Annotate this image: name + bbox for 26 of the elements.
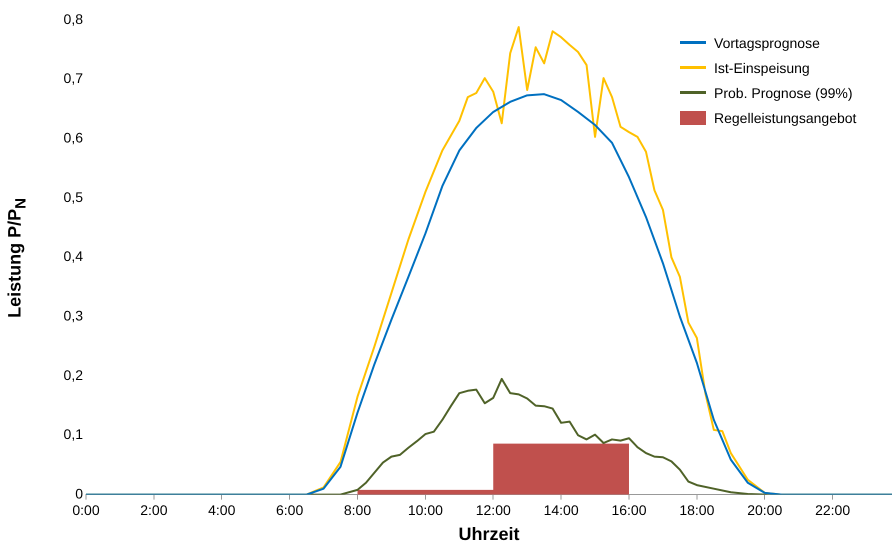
x-tick-label: 20:00 bbox=[747, 502, 782, 518]
y-tick-label: 0,2 bbox=[64, 366, 84, 383]
x-tick-label: 10:00 bbox=[408, 502, 444, 518]
x-tick-label: 4:00 bbox=[208, 502, 236, 518]
x-tick-label: 22:00 bbox=[815, 502, 850, 518]
y-tick-label: 0 bbox=[75, 485, 84, 502]
y-tick-label: 0,5 bbox=[64, 188, 84, 205]
legend-label: Vortagsprognose bbox=[714, 34, 820, 50]
legend-label: Regelleistungsangebot bbox=[714, 110, 856, 126]
x-tick-label: 12:00 bbox=[476, 502, 511, 518]
x-tick-label: 14:00 bbox=[544, 502, 579, 518]
y-tick-label: 0,3 bbox=[64, 307, 84, 324]
y-tick-label: 0,8 bbox=[64, 10, 84, 27]
x-tick-label: 16:00 bbox=[611, 502, 647, 518]
x-tick-label: 8:00 bbox=[344, 502, 372, 518]
x-tick-label: 6:00 bbox=[276, 502, 304, 518]
y-tick-label: 0,7 bbox=[64, 70, 84, 86]
x-tick-label: 2:00 bbox=[140, 502, 168, 518]
y-tick-label: 0,4 bbox=[64, 248, 84, 264]
y-tick-label: 0,6 bbox=[64, 130, 84, 146]
x-tick-label: 0:00 bbox=[72, 502, 100, 518]
legend-label: Ist-Einspeisung bbox=[714, 60, 810, 76]
x-axis-title: Uhrzeit bbox=[458, 524, 520, 544]
legend-label: Prob. Prognose (99%) bbox=[714, 84, 853, 100]
y-tick-label: 0,1 bbox=[64, 426, 84, 442]
x-tick-label: 18:00 bbox=[679, 502, 715, 518]
